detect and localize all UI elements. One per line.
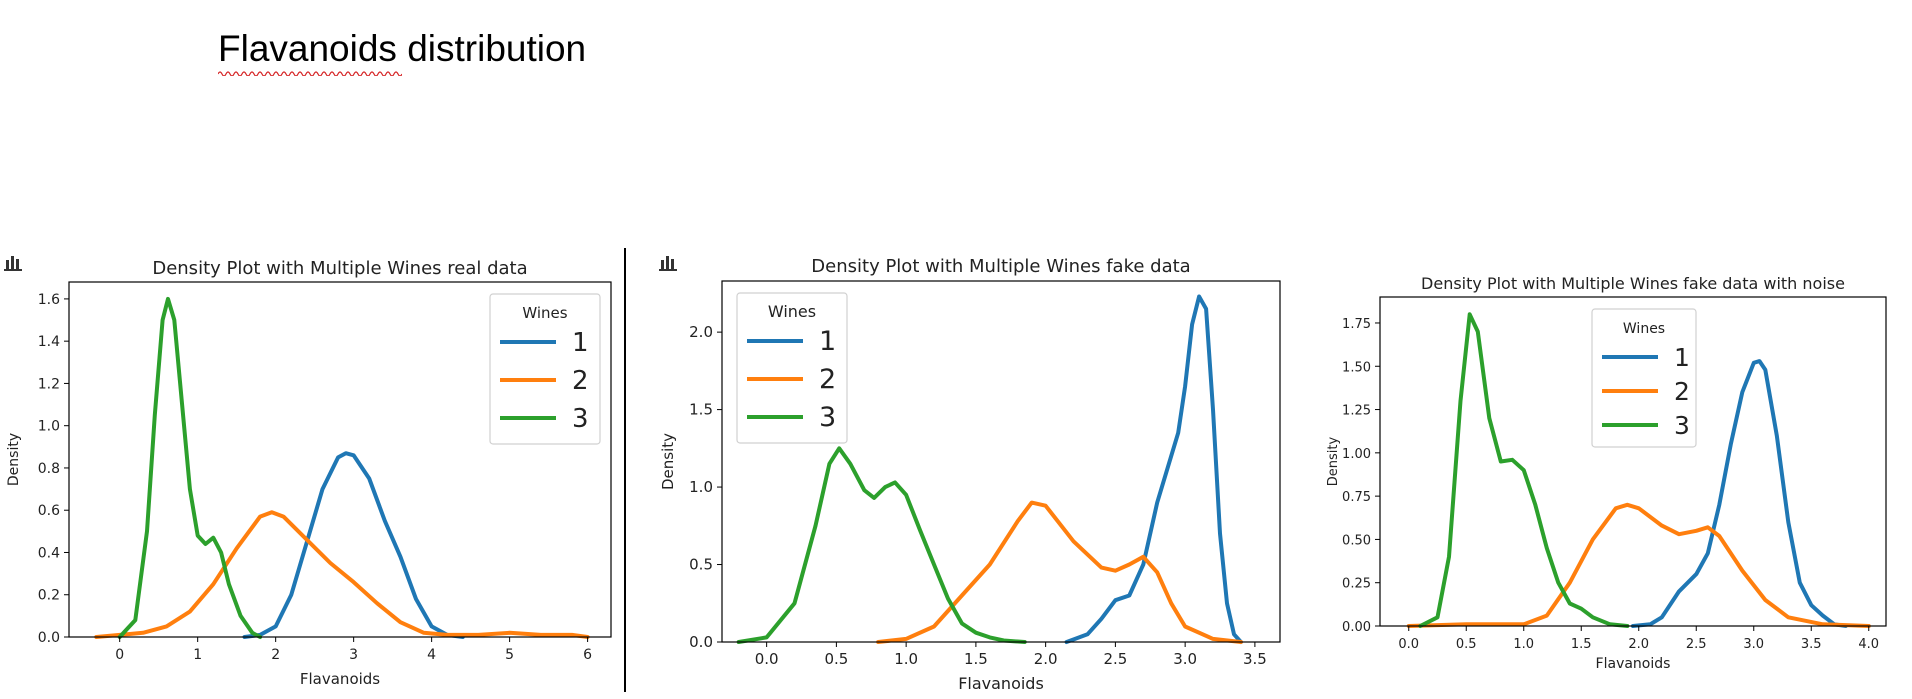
x-tick-label: 6 bbox=[583, 647, 592, 663]
y-tick-label: 0.0 bbox=[689, 633, 713, 651]
chart-title: Density Plot with Multiple Wines real da… bbox=[152, 258, 527, 279]
legend-label-wine-3: 3 bbox=[572, 404, 589, 434]
legend-label-wine-3: 3 bbox=[1674, 411, 1690, 440]
x-tick-label: 2.0 bbox=[1034, 650, 1058, 668]
series-line-wine-1 bbox=[1631, 359, 1848, 628]
legend-box bbox=[489, 293, 601, 445]
x-tick-label: 1 bbox=[193, 647, 202, 663]
bar-chart-icon[interactable] bbox=[4, 254, 24, 272]
legend-label-wine-1: 1 bbox=[572, 328, 589, 358]
legend-title: Wines bbox=[1623, 321, 1665, 337]
x-tick-label: 3.5 bbox=[1243, 650, 1267, 668]
plot-frame bbox=[721, 280, 1281, 643]
series-line-wine-1 bbox=[1064, 294, 1243, 644]
x-tick-label: 3 bbox=[349, 647, 358, 663]
x-tick-label: 3.5 bbox=[1801, 637, 1822, 652]
y-tick-label: 0.75 bbox=[1342, 490, 1371, 505]
y-tick-label: 0.50 bbox=[1342, 533, 1371, 548]
x-tick-label: 2.5 bbox=[1686, 637, 1707, 652]
legend-label-wine-2: 2 bbox=[1674, 377, 1690, 406]
x-tick-label: 5 bbox=[505, 647, 514, 663]
y-tick-label: 1.4 bbox=[38, 334, 60, 350]
y-tick-label: 1.5 bbox=[689, 401, 713, 419]
x-tick-label: 1.5 bbox=[964, 650, 988, 668]
x-tick-label: 0 bbox=[115, 647, 124, 663]
y-axis-label: Density bbox=[1326, 436, 1341, 486]
y-tick-label: 0.8 bbox=[38, 461, 60, 477]
y-tick-label: 0.5 bbox=[689, 556, 713, 574]
x-tick-label: 1.5 bbox=[1571, 637, 1592, 652]
x-tick-label: 4.0 bbox=[1858, 637, 1879, 652]
series-line-wine-1 bbox=[242, 451, 465, 639]
x-axis-label: Flavanoids bbox=[958, 674, 1044, 693]
series-line-wine-2 bbox=[1406, 502, 1871, 628]
spellcheck-underline bbox=[218, 71, 402, 76]
y-tick-label: 1.50 bbox=[1342, 360, 1371, 375]
y-tick-label: 0.25 bbox=[1342, 577, 1371, 592]
panel-divider bbox=[624, 248, 626, 692]
y-axis-label: Density bbox=[659, 433, 677, 490]
y-tick-label: 0.6 bbox=[38, 503, 60, 519]
y-tick-label: 1.0 bbox=[689, 478, 713, 496]
legend-label-wine-2: 2 bbox=[819, 364, 836, 395]
page-title: Flavanoids distribution bbox=[218, 28, 587, 69]
x-tick-label: 3.0 bbox=[1173, 650, 1197, 668]
x-tick-label: 2.5 bbox=[1103, 650, 1127, 668]
legend-label-wine-3: 3 bbox=[819, 402, 836, 433]
chart-title: Density Plot with Multiple Wines fake da… bbox=[1421, 274, 1845, 293]
legend-box bbox=[736, 292, 848, 444]
y-tick-label: 0.2 bbox=[38, 588, 60, 604]
x-tick-label: 2 bbox=[271, 647, 280, 663]
x-tick-label: 3.0 bbox=[1743, 637, 1764, 652]
x-tick-label: 1.0 bbox=[1513, 637, 1534, 652]
legend-box bbox=[1591, 308, 1697, 448]
y-tick-label: 1.00 bbox=[1342, 447, 1371, 462]
x-axis-label: Flavanoids bbox=[1596, 656, 1671, 672]
y-tick-label: 0.00 bbox=[1342, 620, 1371, 635]
legend-title: Wines bbox=[522, 304, 567, 322]
plot-frame bbox=[1379, 296, 1887, 627]
plot-frame bbox=[68, 281, 612, 638]
bar-chart-icon[interactable] bbox=[659, 254, 679, 272]
x-tick-label: 0.5 bbox=[824, 650, 848, 668]
x-axis-label: Flavanoids bbox=[300, 670, 380, 688]
chart-title: Density Plot with Multiple Wines fake da… bbox=[811, 256, 1190, 277]
x-tick-label: 1.0 bbox=[894, 650, 918, 668]
series-line-wine-2 bbox=[876, 500, 1243, 644]
x-tick-label: 2.0 bbox=[1628, 637, 1649, 652]
x-tick-label: 4 bbox=[427, 647, 436, 663]
series-line-wine-3 bbox=[117, 296, 263, 639]
y-tick-label: 1.2 bbox=[38, 376, 60, 392]
legend-label-wine-2: 2 bbox=[572, 366, 589, 396]
y-tick-label: 1.25 bbox=[1342, 404, 1371, 419]
series-line-wine-3 bbox=[736, 446, 1027, 644]
y-tick-label: 1.75 bbox=[1342, 317, 1371, 332]
x-tick-label: 0.0 bbox=[1398, 637, 1419, 652]
x-tick-label: 0.0 bbox=[755, 650, 779, 668]
y-axis-label: Density bbox=[6, 433, 22, 486]
series-line-wine-3 bbox=[1418, 312, 1630, 628]
y-tick-label: 2.0 bbox=[689, 323, 713, 341]
y-tick-label: 0.0 bbox=[38, 630, 60, 646]
series-line-wine-2 bbox=[94, 510, 590, 639]
y-tick-label: 1.0 bbox=[38, 419, 60, 435]
legend-title: Wines bbox=[768, 302, 816, 321]
x-tick-label: 0.5 bbox=[1456, 637, 1477, 652]
legend-label-wine-1: 1 bbox=[819, 326, 836, 357]
legend-label-wine-1: 1 bbox=[1674, 343, 1690, 372]
y-tick-label: 0.4 bbox=[38, 545, 60, 561]
y-tick-label: 1.6 bbox=[38, 292, 60, 308]
